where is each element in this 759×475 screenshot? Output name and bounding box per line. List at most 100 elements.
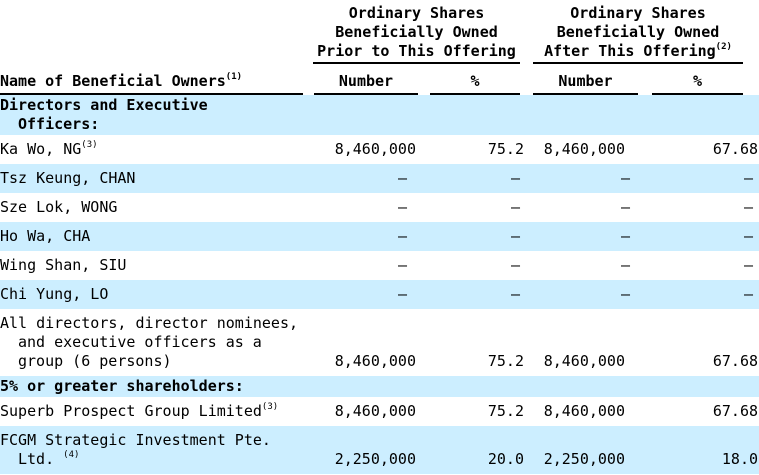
name-column-header-box: Name of Beneficial Owners(1) xyxy=(0,72,303,95)
owner-name-line: Ltd. (4) xyxy=(18,450,80,468)
footnote-marker: (3) xyxy=(81,140,98,150)
section-header-row: Directors and Executive Officers: xyxy=(0,95,759,135)
column-header-row: Name of Beneficial Owners(1) Number % Nu… xyxy=(0,64,759,95)
value-cell: 20.0 xyxy=(487,450,524,468)
group-header-line: After This Offering(2) xyxy=(533,42,743,61)
value-cell: — xyxy=(743,198,754,216)
value-cell: — xyxy=(397,285,407,303)
subheader-number-after: Number xyxy=(526,64,638,95)
table-row: Sze Lok, WONG — — — — xyxy=(0,193,759,222)
value-cell: — xyxy=(620,256,630,274)
value-cell: 2,250,000 xyxy=(543,450,625,468)
owner-name-cell: Ka Wo, NG(3) xyxy=(0,135,308,164)
subheader-percent-prior: % xyxy=(418,64,526,95)
owner-name-line: All directors, director nominees, xyxy=(0,314,299,332)
value-cell xyxy=(418,95,526,135)
owner-name-line: Tsz Keung, CHAN xyxy=(0,169,136,187)
owner-name-line: Superb Prospect Group Limited(3) xyxy=(0,402,279,420)
owner-name-cell: Chi Yung, LO xyxy=(0,280,308,309)
value-cell: — xyxy=(620,285,630,303)
value-cell: 8,460,000 xyxy=(334,352,416,370)
table-row: Ho Wa, CHA — — — — xyxy=(0,222,759,251)
owner-name-line: group (6 persons) xyxy=(18,352,172,370)
value-cell: 8,460,000 xyxy=(543,140,625,158)
value-cell: — xyxy=(510,227,520,245)
subheader-percent-prior-label: % xyxy=(430,72,520,95)
value-cell: 8,460,000 xyxy=(334,402,416,420)
value-cell: — xyxy=(620,198,630,216)
owner-name-line: Ho Wa, CHA xyxy=(0,227,91,245)
group-header-prior-box: Ordinary Shares Beneficially Owned Prior… xyxy=(313,4,520,64)
table-row: Tsz Keung, CHAN — — — — xyxy=(0,164,759,193)
value-cell: 18.0 xyxy=(721,450,759,468)
footnote-marker: (4) xyxy=(63,450,80,460)
value-cell: 67.68 xyxy=(712,352,759,370)
group-header-prior-offering: Ordinary Shares Beneficially Owned Prior… xyxy=(308,0,526,64)
subheader-percent-after-label: % xyxy=(652,72,744,95)
owner-name-line: Sze Lok, WONG xyxy=(0,198,118,216)
value-cell: — xyxy=(743,227,754,245)
group-header-after-box: Ordinary Shares Beneficially Owned After… xyxy=(533,4,744,64)
table-row: FCGM Strategic Investment Pte. Ltd. (4) 2,… xyxy=(0,426,759,474)
value-cell: 8,460,000 xyxy=(543,402,625,420)
value-cell: — xyxy=(510,256,520,274)
owner-name-cell: FCGM Strategic Investment Pte. Ltd. (4) xyxy=(0,426,308,474)
value-cell xyxy=(418,376,526,397)
owner-name-line: FCGM Strategic Investment Pte. xyxy=(0,431,271,449)
value-cell xyxy=(308,376,418,397)
group-header-row: Ordinary Shares Beneficially Owned Prior… xyxy=(0,0,759,64)
group-header-line: Beneficially Owned xyxy=(556,23,720,41)
table-row: Chi Yung, LO — — — — xyxy=(0,280,759,309)
value-cell: — xyxy=(510,169,520,187)
value-cell: — xyxy=(510,285,520,303)
group-header-line: Beneficially Owned xyxy=(335,23,498,41)
group-header-spacer xyxy=(0,0,308,64)
value-cell: — xyxy=(743,285,754,303)
name-column-header-label: Name of Beneficial Owners xyxy=(0,72,226,90)
group-header-after-label: After This Offering xyxy=(544,42,716,60)
value-cell: 67.68 xyxy=(712,402,759,420)
table-row: Superb Prospect Group Limited(3) 8,460,00… xyxy=(0,397,759,426)
value-cell xyxy=(308,95,418,135)
value-cell: 67.68 xyxy=(712,140,759,158)
value-cell: 2,250,000 xyxy=(334,450,416,468)
value-cell: 75.2 xyxy=(487,402,524,420)
owner-name-cell: Ho Wa, CHA xyxy=(0,222,308,251)
table-header: Ordinary Shares Beneficially Owned Prior… xyxy=(0,0,759,95)
value-cell: — xyxy=(510,198,520,216)
group-header-line: Ordinary Shares xyxy=(348,4,485,22)
table-row: Ka Wo, NG(3) 8,460,000 75.2 8,460,000 67.68 xyxy=(0,135,759,164)
owner-name-line: Officers: xyxy=(18,115,100,133)
owner-name-line: Chi Yung, LO xyxy=(0,285,109,303)
footnote-marker-1: (1) xyxy=(225,72,243,82)
owner-name-line: and executive officers as a xyxy=(18,333,262,351)
value-cell: 8,460,000 xyxy=(543,352,625,370)
owner-name-cell: 5% or greater shareholders: xyxy=(0,376,308,397)
owner-name-cell: All directors, director nominees, and exe… xyxy=(0,309,308,376)
table-body: Directors and Executive Officers: Ka Wo, N… xyxy=(0,95,759,474)
owner-name-line: Wing Shan, SIU xyxy=(0,256,127,274)
group-header-after-offering: Ordinary Shares Beneficially Owned After… xyxy=(526,0,759,64)
owner-name-line: Directors and Executive xyxy=(0,96,208,114)
table-row: Wing Shan, SIU — — — — xyxy=(0,251,759,280)
value-cell xyxy=(526,95,638,135)
value-cell: 75.2 xyxy=(487,140,524,158)
table-row: All directors, director nominees, and exe… xyxy=(0,309,759,376)
value-cell: 75.2 xyxy=(487,352,524,370)
subheader-number-prior-label: Number xyxy=(314,72,418,95)
value-cell: — xyxy=(620,227,630,245)
owner-name-line: 5% or greater shareholders: xyxy=(0,377,244,395)
owner-name-cell: Tsz Keung, CHAN xyxy=(0,164,308,193)
value-cell: — xyxy=(620,169,630,187)
value-cell: — xyxy=(397,198,407,216)
group-header-line: Prior to This Offering xyxy=(317,42,516,60)
value-cell xyxy=(526,376,638,397)
subheader-number-prior: Number xyxy=(308,64,418,95)
owner-name-cell: Wing Shan, SIU xyxy=(0,251,308,280)
value-cell: 8,460,000 xyxy=(334,140,416,158)
footnote-marker-2: (2) xyxy=(715,42,732,52)
owner-name-line: Ka Wo, NG(3) xyxy=(0,140,98,158)
owner-name-cell: Superb Prospect Group Limited(3) xyxy=(0,397,308,426)
